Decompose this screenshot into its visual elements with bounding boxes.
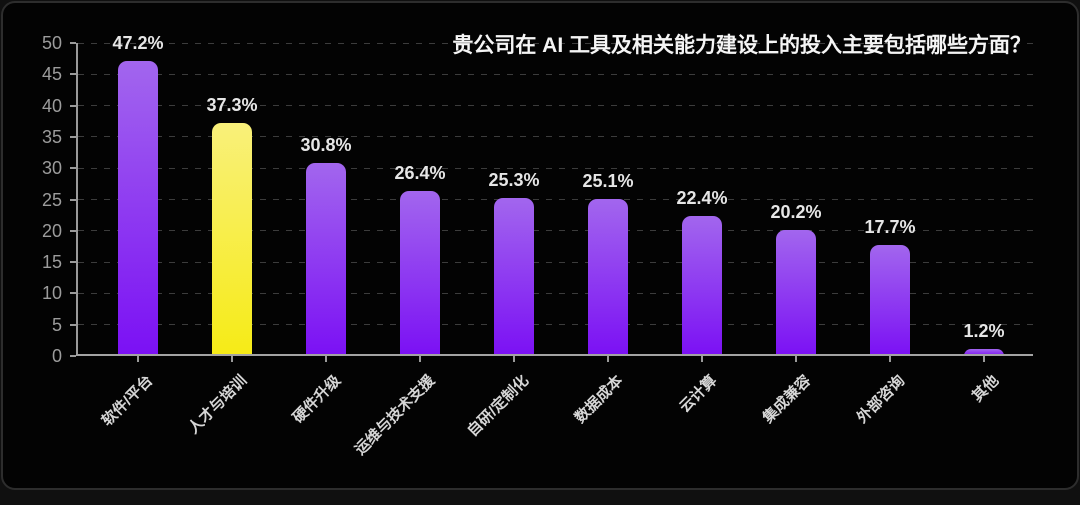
bar-value-label: 22.4% xyxy=(676,187,728,208)
y-tick-mark xyxy=(70,229,76,232)
bar-value-label: 26.4% xyxy=(394,162,446,183)
x-tick-mark xyxy=(231,356,233,362)
bar-value-label: 20.2% xyxy=(770,201,822,222)
chart-card: 贵公司在 AI 工具及相关能力建设上的投入主要包括哪些方面？ 0 5 10 15 20 2… xyxy=(1,1,1079,490)
gridline xyxy=(78,199,1033,200)
gridline xyxy=(78,105,1033,107)
y-tick-label: 0 xyxy=(51,346,62,366)
bar xyxy=(588,198,628,356)
y-tick-mark xyxy=(70,73,76,76)
y-tick-label: 10 xyxy=(41,283,62,304)
y-tick-mark xyxy=(70,42,76,44)
y-tick-mark xyxy=(70,292,76,295)
gridline xyxy=(78,324,1033,326)
y-tick-label: 30 xyxy=(41,158,62,179)
bar xyxy=(212,122,252,356)
x-tick-mark xyxy=(795,356,797,362)
bar xyxy=(776,229,816,356)
gridline xyxy=(78,230,1033,232)
plot-area: 0 5 10 15 20 25 30 35 40 45 50 47.2% 软件/平台 37.3% 人才与培训… xyxy=(42,33,1033,458)
gridline xyxy=(78,42,1033,44)
y-tick-label: 25 xyxy=(41,189,62,210)
bar xyxy=(682,215,722,356)
x-tick-mark xyxy=(137,356,139,362)
bar-value-label: 1.2% xyxy=(963,320,1005,341)
bar xyxy=(400,190,440,356)
x-tick-mark xyxy=(513,356,515,362)
x-tick-mark xyxy=(983,356,985,362)
bar xyxy=(118,60,158,356)
x-tick-mark xyxy=(325,356,327,362)
y-tick-mark xyxy=(70,355,76,357)
bar-value-label: 37.3% xyxy=(206,94,258,115)
y-tick-mark xyxy=(70,135,76,138)
y-tick-mark xyxy=(70,198,76,201)
y-tick-label: 45 xyxy=(41,64,62,85)
x-tick-mark xyxy=(607,356,609,362)
bar-value-label: 47.2% xyxy=(112,32,164,53)
bar-value-label: 25.3% xyxy=(488,169,540,190)
chart-title: 贵公司在 AI 工具及相关能力建设上的投入主要包括哪些方面？ xyxy=(452,34,1031,57)
gridline xyxy=(78,292,1033,294)
y-tick-label: 50 xyxy=(41,33,62,53)
bar xyxy=(870,245,910,356)
bar-value-label: 25.1% xyxy=(582,170,634,191)
gridline xyxy=(78,167,1033,169)
bar-value-label: 30.8% xyxy=(300,135,352,156)
y-axis-line xyxy=(76,43,78,356)
x-tick-mark xyxy=(419,356,421,362)
y-tick-label: 20 xyxy=(41,220,62,241)
y-tick-mark xyxy=(70,323,76,326)
bar xyxy=(964,348,1004,356)
bar-value-label: 17.7% xyxy=(864,217,916,238)
y-tick-label: 35 xyxy=(41,126,62,147)
bar xyxy=(306,163,346,356)
y-tick-mark xyxy=(70,261,76,264)
bar xyxy=(494,197,534,356)
x-axis-line xyxy=(76,354,1033,356)
gridline xyxy=(78,136,1033,138)
y-tick-mark xyxy=(70,104,76,107)
gridline xyxy=(78,73,1033,75)
x-tick-mark xyxy=(701,356,703,362)
gridline xyxy=(78,261,1033,263)
y-tick-label: 15 xyxy=(41,252,62,273)
y-tick-label: 5 xyxy=(51,314,62,335)
y-tick-label: 40 xyxy=(41,95,62,116)
x-tick-mark xyxy=(889,356,891,362)
y-tick-mark xyxy=(70,167,76,170)
